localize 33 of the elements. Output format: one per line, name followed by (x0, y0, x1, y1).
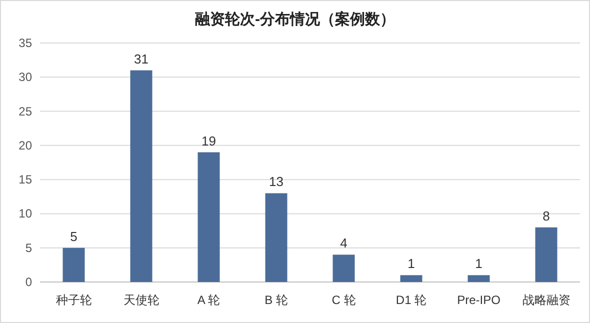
data-label: 8 (542, 208, 550, 224)
y-tick-label: 20 (18, 138, 32, 152)
data-label: 5 (70, 228, 78, 244)
x-tick-label: B 轮 (264, 293, 288, 307)
x-tick-label: C 轮 (332, 293, 356, 307)
data-label: 1 (475, 256, 482, 272)
bar (400, 275, 422, 282)
x-tick-label: D1 轮 (396, 293, 427, 307)
bar (332, 254, 355, 282)
y-tick-label: 5 (25, 240, 32, 255)
y-tick-label: 10 (18, 206, 32, 221)
x-tick-label: 天使轮 (123, 293, 160, 307)
bar (130, 70, 152, 282)
x-tick-label: A 轮 (197, 293, 220, 307)
data-label: 19 (202, 133, 216, 148)
y-tick-label: 15 (18, 172, 32, 187)
data-label: 1 (408, 256, 415, 272)
x-tick-label: Pre-IPO (457, 293, 500, 307)
data-label: 4 (340, 236, 348, 251)
x-tick-label: 战略融资 (522, 293, 570, 307)
y-tick-label: 25 (18, 104, 32, 118)
x-tick-label: 种子轮 (56, 293, 92, 307)
chart-title: 融资轮次-分布情况（案例数） (195, 10, 395, 28)
y-tick-label: 30 (18, 70, 32, 84)
data-label: 13 (269, 174, 284, 190)
data-label: 31 (134, 51, 148, 66)
bar (198, 152, 220, 282)
bar (535, 227, 558, 282)
bar (62, 248, 85, 282)
bar (468, 275, 490, 282)
y-tick-label: 0 (25, 275, 32, 289)
bar (265, 193, 288, 282)
y-tick-label: 35 (18, 36, 32, 50)
